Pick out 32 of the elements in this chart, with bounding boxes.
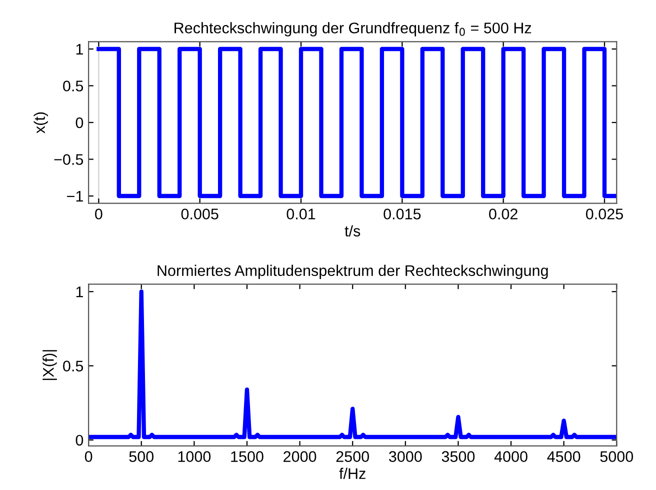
x-tick-label: 0 (95, 208, 102, 220)
y-tick-label: −0.5 (54, 154, 84, 165)
x-tick-label: 4500 (547, 451, 580, 462)
y-tick-label: 0.5 (63, 80, 84, 92)
x-tick-label: 2500 (336, 451, 369, 462)
y-tick-label: −1 (67, 191, 83, 202)
x-tick-label: 0.015 (384, 208, 421, 220)
x-tick-label: 4000 (494, 451, 528, 462)
y-tick-label: 0 (76, 117, 84, 128)
x-tick-label: 0.025 (586, 208, 623, 220)
x-tick-label: 5000 (600, 451, 634, 462)
y-tick-label: 0 (76, 434, 84, 446)
x-tick-label: 2000 (284, 451, 316, 462)
chart-title: Rechteckschwingung der Grundfrequenz f$_{0}$ = 500 Hz (174, 22, 532, 36)
x-tick-label: 0.02 (489, 208, 518, 220)
x-tick-label: 1000 (178, 451, 211, 462)
x-tick-label: 3000 (389, 451, 422, 462)
x-axis-title: t/s (344, 225, 360, 236)
y-axis-title: x(t) (34, 112, 48, 134)
x-tick-label: 0.01 (286, 208, 316, 220)
line-series (88, 290, 617, 440)
x-axis-title: f/Hz (339, 468, 366, 480)
x-tick-label: 3500 (442, 451, 475, 462)
x-tick-label: 500 (129, 451, 154, 462)
y-tick-label: 0.5 (63, 360, 84, 372)
chart-title: Normiertes Amplitudenspektrum der Rechteckschwingung (158, 264, 548, 280)
y-tick-label: 1 (76, 44, 83, 55)
x-tick-label: 0.005 (181, 208, 218, 220)
x-tick-label: 1500 (231, 451, 264, 462)
x-tick-label: 0 (84, 451, 92, 462)
y-tick-label: 1 (76, 286, 83, 298)
y-axis-title: |X(f)| (42, 350, 57, 380)
